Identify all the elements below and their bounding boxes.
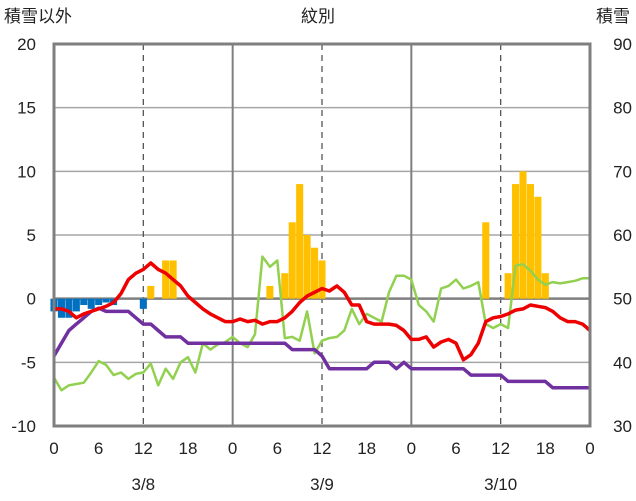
left-tick-4: 0 (27, 290, 36, 309)
orange-bar-3 (162, 260, 170, 299)
left-tick-0: 20 (17, 35, 36, 54)
x-tick-11: 18 (536, 439, 555, 458)
x-tick-3: 18 (179, 439, 198, 458)
x-tick-10: 12 (491, 439, 510, 458)
blue-bar-4 (80, 298, 88, 306)
left-tick-5: -5 (21, 353, 36, 372)
orange-bar-18 (534, 196, 542, 299)
x-tick-5: 6 (273, 439, 282, 458)
orange-bar-11 (311, 247, 319, 299)
orange-bar-10 (303, 235, 311, 299)
right-tick-3: 60 (613, 226, 632, 245)
orange-bar-7 (281, 273, 289, 299)
orange-bar-16 (519, 171, 527, 299)
plot-frame (52, 42, 592, 428)
line-series (52, 255, 592, 392)
right-axis-label: 積雪 (596, 7, 630, 26)
x-tick-7: 18 (357, 439, 376, 458)
x-tick-9: 6 (451, 439, 460, 458)
chart-title: 紋別 (301, 7, 335, 26)
orange-bar-13 (482, 222, 490, 299)
x-tick-12: 0 (585, 439, 594, 458)
right-axis-ticks: 90 80 70 60 50 40 30 (613, 35, 632, 436)
left-tick-2: 10 (17, 162, 36, 181)
orange-bar-2 (147, 285, 155, 299)
blue-bar-6 (95, 298, 103, 306)
left-axis-label: 積雪以外 (4, 7, 72, 26)
orange-bar-12 (318, 260, 326, 299)
x-tick-1: 6 (94, 439, 103, 458)
blue-bar-7 (102, 298, 110, 303)
right-tick-6: 30 (613, 417, 632, 436)
date-label-0: 3/8 (132, 475, 156, 494)
x-tick-2: 12 (134, 439, 153, 458)
right-tick-5: 40 (613, 353, 632, 372)
left-axis-ticks: 20 15 10 5 0 -5 -10 (11, 35, 36, 436)
right-tick-0: 90 (613, 35, 632, 54)
blue-bar-5 (87, 298, 95, 309)
blue-bar-2 (65, 298, 73, 318)
purple-line (52, 306, 590, 390)
green-line (52, 255, 590, 392)
x-tick-0: 0 (49, 439, 58, 458)
date-label-2: 3/10 (484, 475, 517, 494)
blue-bar-3 (72, 298, 80, 312)
orange-bar-6 (266, 285, 274, 299)
x-tick-8: 0 (407, 439, 416, 458)
x-tick-6: 12 (313, 439, 332, 458)
blue-bar-9 (139, 298, 147, 309)
grid-lines (54, 44, 590, 426)
red-line (54, 261, 592, 362)
orange-bar-17 (526, 184, 534, 299)
orange-bar-9 (296, 184, 304, 299)
orange-bar-15 (512, 184, 520, 299)
date-labels: 3/8 3/9 3/10 (132, 475, 518, 494)
right-tick-2: 70 (613, 162, 632, 181)
left-tick-6: -10 (11, 417, 36, 436)
x-tick-4: 0 (228, 439, 237, 458)
left-tick-1: 15 (17, 99, 36, 118)
bar-series (50, 171, 549, 318)
orange-bar-8 (288, 222, 296, 299)
left-tick-3: 5 (27, 226, 36, 245)
orange-bar-14 (504, 273, 512, 299)
right-tick-1: 80 (613, 99, 632, 118)
right-tick-4: 50 (613, 290, 632, 309)
x-axis-ticks: 0 6 12 18 0 6 12 18 0 6 12 18 0 (49, 439, 594, 458)
date-label-1: 3/9 (310, 475, 334, 494)
